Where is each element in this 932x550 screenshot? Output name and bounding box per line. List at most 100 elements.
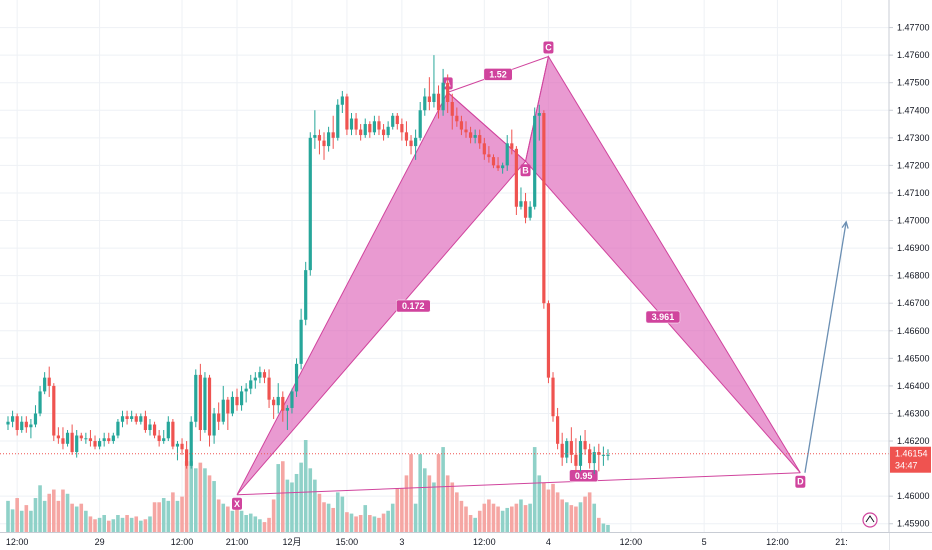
candle [102, 432, 106, 447]
candle [194, 369, 198, 428]
candle [285, 405, 289, 431]
last-price-tag: 1.46154 34:47 [890, 446, 931, 473]
candle [482, 137, 486, 160]
volume-bar [546, 489, 551, 532]
candle-body [125, 416, 129, 419]
candle [427, 77, 431, 111]
pattern-line-bc [525, 56, 549, 162]
candle-body [569, 441, 573, 455]
candle [84, 432, 88, 444]
volume-bar [253, 516, 258, 532]
candle [20, 416, 24, 433]
candle-body [120, 416, 125, 422]
volume-bar [93, 519, 97, 532]
candle-body [565, 441, 569, 458]
candle-body [354, 118, 358, 130]
candle-body [43, 377, 47, 392]
pattern-point-c: C [543, 41, 554, 54]
candle-body [546, 303, 551, 378]
candle-body [249, 380, 253, 389]
volume-bar [267, 517, 271, 532]
ratio-label-text: 3.961 [652, 312, 675, 322]
volume-bar [496, 506, 500, 532]
volume-bar [450, 482, 455, 532]
volume-bar [285, 479, 290, 532]
candle-body [450, 101, 454, 116]
volume-bar [166, 500, 171, 532]
candle-body [372, 121, 376, 133]
pattern-point-b: B [520, 164, 531, 177]
time-tick-label: 15:00 [336, 537, 359, 547]
ratio-label-text: 1.52 [489, 69, 507, 79]
volume-bar [500, 510, 505, 532]
time-tick-label: 12:00 [473, 537, 496, 547]
volume-bar [432, 482, 436, 532]
candle-body [331, 132, 335, 138]
volume-bar [514, 503, 519, 532]
candle [432, 55, 436, 108]
candle-body [107, 438, 111, 442]
candle-body [258, 372, 262, 378]
candle [583, 430, 587, 455]
volume-bar [532, 447, 537, 532]
candle [372, 115, 376, 136]
candle [391, 113, 395, 130]
candle [70, 424, 74, 455]
price-tick-label: 1.45900 [897, 519, 930, 529]
volume-bar [189, 461, 193, 532]
candle [505, 135, 509, 171]
candle-body [157, 435, 161, 442]
volume-bar [436, 454, 441, 532]
ratio-label: 1.52 [483, 68, 513, 81]
pattern-point-label: X [234, 499, 240, 509]
ratio-label-text: 0.95 [575, 471, 593, 481]
volume-bar [70, 503, 74, 532]
volume-bar [244, 515, 248, 532]
pattern-point-label: D [797, 477, 804, 487]
candle [446, 74, 450, 114]
candle-body [29, 424, 33, 428]
candle-body [322, 140, 326, 147]
candle-body [423, 96, 427, 111]
candle [10, 410, 15, 428]
candle-body [588, 449, 592, 464]
volume-bar [42, 500, 47, 532]
volume-bar [322, 502, 326, 532]
volume-bar [207, 475, 212, 532]
candle [354, 113, 358, 136]
volume-bar [120, 517, 125, 532]
candle [386, 121, 390, 138]
candle-body [400, 124, 404, 133]
candle [15, 413, 19, 436]
volume-bar [216, 499, 221, 532]
candle [130, 410, 134, 422]
volume-bar [143, 519, 148, 532]
price-tick-label: 1.47400 [897, 105, 930, 115]
candle-body [427, 96, 431, 102]
candle [56, 427, 60, 444]
price-tick-label: 1.46900 [897, 243, 930, 253]
candle-body [359, 129, 363, 136]
candle-body [578, 441, 583, 466]
volume-bar [303, 440, 308, 532]
candle [175, 441, 180, 461]
volume-bar [317, 493, 322, 532]
candle [244, 383, 248, 403]
candle [294, 358, 299, 397]
candle [546, 300, 551, 384]
volume-bar [24, 505, 29, 532]
ratio-label-text: 0.172 [402, 301, 425, 311]
volume-bar [134, 516, 139, 532]
candle-body [203, 377, 207, 431]
candle [6, 416, 10, 431]
candle-body [6, 421, 10, 425]
ratio-label-box [396, 299, 431, 313]
tradingview-logo-icon[interactable] [862, 512, 878, 528]
price-tick-label: 1.46600 [897, 326, 930, 336]
candle-body [514, 148, 518, 207]
volume-bar [6, 500, 10, 532]
volume-bar [106, 520, 111, 532]
